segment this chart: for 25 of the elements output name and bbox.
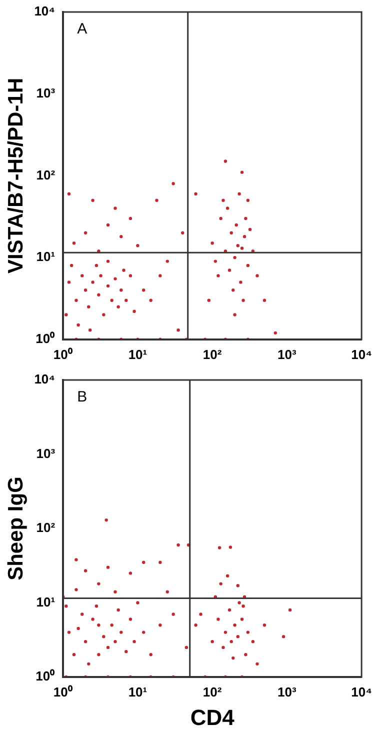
x-tick-label: 10² (202, 684, 222, 700)
y-tick-label: 10⁰ (36, 668, 56, 684)
y-tick-label: 10⁴ (34, 4, 56, 19)
x-tick-label: 10¹ (128, 346, 148, 362)
x-tick-label: 10² (202, 346, 222, 362)
x-axis-title: CD4 (190, 704, 236, 730)
y-tick-label: 10³ (36, 446, 56, 461)
x-tick-label: 10⁴ (351, 346, 372, 362)
annotation: B (77, 388, 88, 406)
x-tick-label: 10⁰ (53, 346, 73, 362)
x-tick-label: 10⁴ (351, 684, 372, 700)
y-axis-title: Sheep IgG (4, 476, 28, 580)
x-tick-label: 10³ (278, 684, 297, 700)
y-tick-label: 10² (36, 520, 56, 536)
y-tick-label: 10² (36, 167, 56, 182)
y-tick-label: 10³ (36, 85, 56, 100)
y-axis-title: VISTA/B7-H5/PD-1H (4, 78, 28, 274)
x-tick-label: 10³ (278, 346, 297, 362)
y-tick-label: 10⁰ (36, 330, 56, 346)
x-tick-label: 10¹ (128, 684, 148, 700)
y-tick-label: 10¹ (36, 594, 56, 610)
annotation: A (77, 20, 88, 38)
y-tick-label: 10¹ (36, 249, 56, 264)
x-tick-label: 10⁰ (53, 684, 73, 700)
y-tick-label: 10⁴ (34, 372, 56, 387)
